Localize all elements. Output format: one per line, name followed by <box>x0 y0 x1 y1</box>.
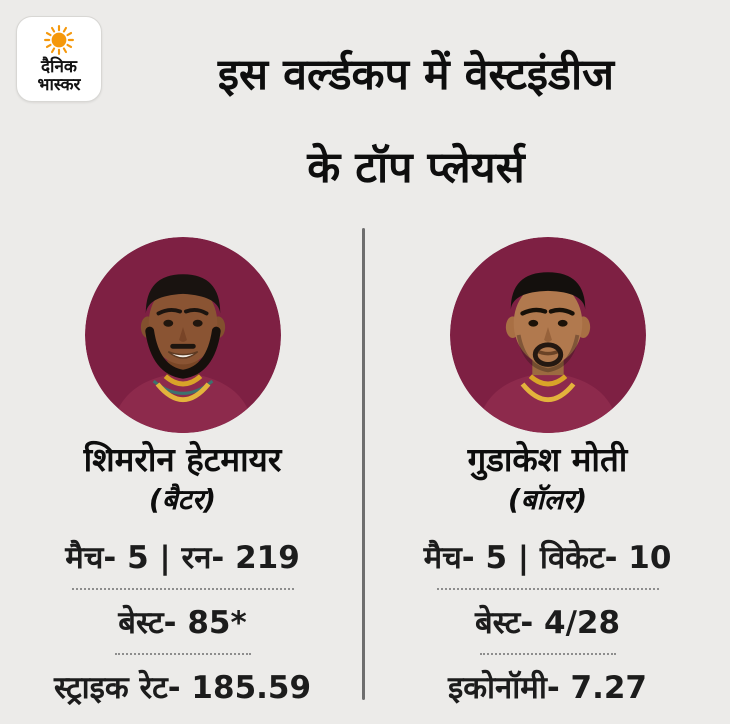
stat-strike-rate: स्ट्राइक रेट- 185.59 <box>53 670 312 706</box>
dotted-divider <box>479 653 616 655</box>
vertical-divider <box>362 228 365 700</box>
page-title: इस वर्ल्डकप में वेस्टइंडीज के टॉप प्लेयर… <box>102 26 730 212</box>
logo-text-line1: दैनिक <box>41 56 77 77</box>
player-name: गुडाकेश मोती <box>467 440 628 479</box>
dotted-divider <box>436 588 659 590</box>
stat-matches-wickets: मैच- 5 | विकेट- 10 <box>423 540 672 576</box>
stat-economy: इकोनॉमी- 7.27 <box>447 670 647 706</box>
stat-best: बेस्ट- 4/28 <box>474 605 621 641</box>
dotted-divider <box>71 588 294 590</box>
player-photo-motie <box>449 237 646 433</box>
dainik-bhaskar-logo: दैनिक भास्कर <box>16 16 102 102</box>
page-title-line1: इस वर्ल्डकप में वेस्टइंडीज <box>217 50 615 100</box>
player-name: शिमरोन हेटमायर <box>83 440 282 479</box>
logo-text-line2: भास्कर <box>37 75 81 95</box>
player-cards: शिमरोन हेटमायर (बैटर) मैच- 5 | रन- 219 ब… <box>0 225 730 709</box>
player-role: (बॉलर) <box>507 483 588 516</box>
player-role: (बैटर) <box>148 483 217 516</box>
sun-icon <box>44 24 74 55</box>
stat-best: बेस्ट- 85* <box>118 605 247 641</box>
dotted-divider <box>114 653 251 655</box>
stat-matches-runs: मैच- 5 | रन- 219 <box>65 540 300 576</box>
player-photo-hetmyer <box>84 237 281 433</box>
page-title-line2: के टॉप प्लेयर्स <box>307 143 525 193</box>
player-card-motie: गुडाकेश मोती (बॉलर) मैच- 5 | विकेट- 10 ब… <box>365 225 730 709</box>
player-card-hetmyer: शिमरोन हेटमायर (बैटर) मैच- 5 | रन- 219 ब… <box>0 225 365 709</box>
